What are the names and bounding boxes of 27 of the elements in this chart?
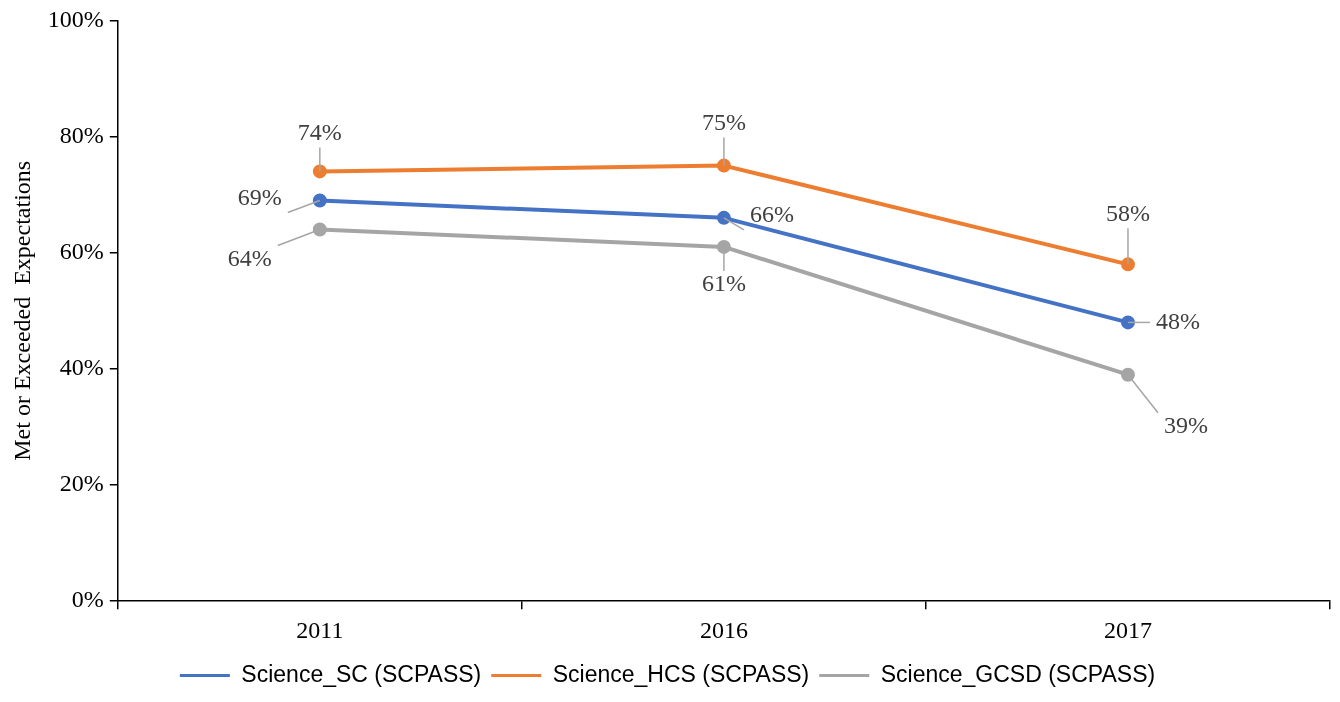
- y-tick-label: 60%: [59, 238, 104, 265]
- x-tick-label: 2017: [1103, 616, 1152, 643]
- legend-label: Science_SC (SCPASS): [241, 660, 482, 687]
- y-tick-label: 100%: [47, 5, 104, 32]
- data-label: 74%: [297, 118, 342, 145]
- data-label: 75%: [701, 108, 746, 135]
- x-tick-label: 2011: [296, 616, 344, 643]
- data-label: 61%: [701, 270, 746, 297]
- legend-label: Science_HCS (SCPASS): [552, 660, 810, 687]
- data-label: 66%: [749, 201, 794, 228]
- y-tick-label: 80%: [59, 121, 104, 148]
- point: [312, 222, 327, 237]
- y-axis-title: Met or Exceeded Expectations: [8, 160, 35, 461]
- data-label: 58%: [1105, 199, 1150, 226]
- point: [1120, 315, 1135, 330]
- point: [1120, 367, 1135, 382]
- x-tick-label: 2016: [699, 616, 748, 643]
- y-tick-label: 40%: [59, 354, 104, 381]
- data-label: 48%: [1155, 307, 1200, 334]
- data-label: 64%: [227, 244, 272, 271]
- legend-label: Science_GCSD (SCPASS): [880, 660, 1156, 687]
- data-label: 69%: [237, 183, 282, 210]
- data-label: 39%: [1163, 411, 1208, 438]
- point: [312, 193, 327, 208]
- point: [716, 239, 731, 254]
- y-tick-label: 20%: [59, 470, 104, 497]
- y-tick-label: 0%: [71, 586, 104, 613]
